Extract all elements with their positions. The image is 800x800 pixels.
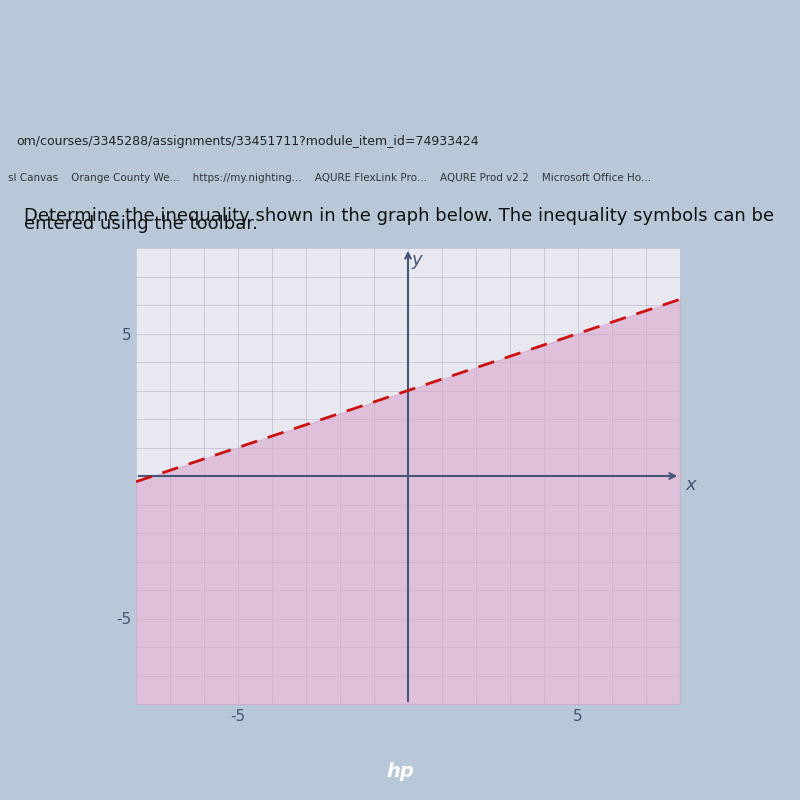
Text: hp: hp [386, 762, 414, 781]
Text: y: y [411, 251, 422, 269]
Text: x: x [685, 475, 696, 494]
Text: om/courses/3345288/assignments/33451711?module_item_id=74933424: om/courses/3345288/assignments/33451711?… [16, 135, 478, 149]
Text: sl Canvas    Orange County We...    https://my.nighting...    AQURE FlexLink Pro: sl Canvas Orange County We... https://my… [8, 173, 651, 183]
Text: entered using the toolbar.: entered using the toolbar. [24, 215, 258, 234]
Text: Determine the inequality shown in the graph below. The inequality symbols can be: Determine the inequality shown in the gr… [24, 207, 774, 225]
